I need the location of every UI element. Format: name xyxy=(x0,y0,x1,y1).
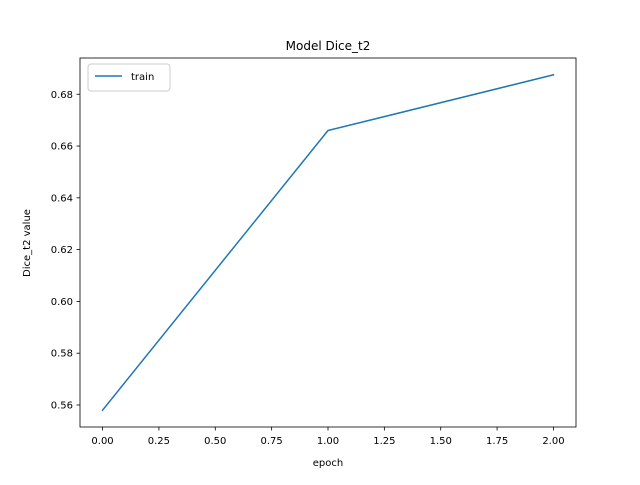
y-tick-label: 0.62 xyxy=(51,245,73,256)
legend: train xyxy=(88,64,170,91)
x-tick-label: 2.00 xyxy=(542,436,564,447)
x-tick-label: 1.00 xyxy=(317,436,339,447)
x-tick-label: 0.00 xyxy=(91,436,113,447)
y-tick-label: 0.56 xyxy=(51,400,73,411)
legend-label-train: train xyxy=(131,72,154,83)
x-tick-label: 1.75 xyxy=(486,436,508,447)
y-tick-label: 0.64 xyxy=(51,193,73,204)
x-tick-label: 1.50 xyxy=(430,436,452,447)
x-tick-label: 0.75 xyxy=(261,436,283,447)
chart-title: Model Dice_t2 xyxy=(286,39,371,53)
x-tick-label: 0.50 xyxy=(204,436,226,447)
x-axis-label: epoch xyxy=(313,458,343,469)
x-tick-label: 0.25 xyxy=(148,436,170,447)
y-tick-label: 0.68 xyxy=(51,90,73,101)
y-tick-label: 0.60 xyxy=(51,297,73,308)
legend-frame xyxy=(88,64,170,91)
y-axis-label: Dice_t2 value xyxy=(22,209,33,277)
y-tick-label: 0.66 xyxy=(51,142,73,153)
x-tick-label: 1.25 xyxy=(373,436,395,447)
y-tick-label: 0.58 xyxy=(51,349,73,360)
